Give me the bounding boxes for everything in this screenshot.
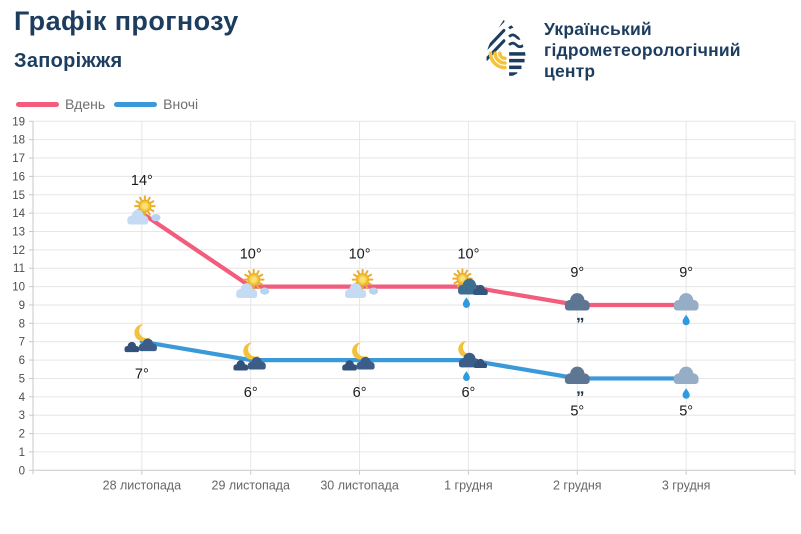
sun-cloud-icon bbox=[236, 268, 270, 298]
cloud-shape bbox=[233, 360, 249, 371]
moon-cloud-icon bbox=[233, 342, 266, 371]
point-value-label: 6° bbox=[461, 385, 475, 401]
page-title: Графік прогнозу bbox=[14, 6, 239, 36]
cloud-drizzle-icon: „ bbox=[564, 366, 590, 397]
cloud-shape bbox=[124, 341, 140, 353]
y-tick-label: 15 bbox=[12, 190, 25, 202]
moon-cloud-icon bbox=[124, 324, 157, 353]
cloud-shape bbox=[344, 283, 367, 298]
y-tick-label: 7 bbox=[19, 337, 25, 349]
point-value-label: 14° bbox=[131, 173, 153, 189]
moon-cloud-rain-icon bbox=[458, 341, 488, 382]
legend-item-day[interactable]: Вдень bbox=[16, 96, 105, 112]
org-name-line: гідрометеорологічний bbox=[544, 40, 741, 60]
raindrop-shape bbox=[682, 314, 690, 326]
cloud-shape bbox=[473, 358, 488, 369]
legend-day-label: Вдень bbox=[65, 96, 106, 112]
point-value-label: 5° bbox=[570, 403, 584, 419]
x-tick-label: 28 листопада bbox=[103, 478, 181, 492]
sun-cloud-icon bbox=[344, 268, 379, 298]
cloud-drizzle-icon: „ bbox=[564, 293, 590, 324]
sun-cloud-rain-icon bbox=[452, 268, 488, 308]
point-value-label: 7° bbox=[135, 367, 149, 383]
cloud-shape bbox=[127, 209, 149, 225]
point-value-label: 9° bbox=[570, 265, 584, 281]
cloud-shape bbox=[673, 366, 699, 384]
sun-cloud-icon bbox=[127, 195, 161, 225]
chart-legend: Вдень Вночі bbox=[16, 96, 198, 112]
x-tick-label: 29 листопада bbox=[212, 478, 290, 492]
point-value-label: 6° bbox=[353, 385, 367, 401]
point-value-label: 10° bbox=[457, 247, 479, 263]
point-value-label: 6° bbox=[244, 385, 258, 401]
org-name: Український гідрометеорологічний центр bbox=[544, 15, 741, 82]
raindrop-shape bbox=[682, 388, 690, 399]
x-tick-label: 3 грудня bbox=[662, 478, 711, 492]
y-tick-label: 10 bbox=[12, 282, 25, 294]
city-subtitle: Запоріжжя bbox=[14, 50, 123, 72]
moon-shape bbox=[352, 342, 368, 360]
raindrop-shape bbox=[463, 371, 470, 382]
cloud-shape bbox=[356, 356, 375, 370]
night-series-swatch bbox=[114, 101, 158, 107]
y-tick-label: 5 bbox=[19, 373, 25, 385]
x-tick-label: 2 грудня bbox=[553, 478, 602, 492]
moon-shape bbox=[458, 341, 474, 358]
y-tick-label: 3 bbox=[19, 410, 25, 422]
y-tick-label: 6 bbox=[19, 355, 25, 367]
cloud-shape bbox=[473, 284, 488, 296]
y-tick-label: 13 bbox=[12, 227, 25, 239]
y-tick-label: 17 bbox=[12, 153, 25, 165]
point-value-label: 10° bbox=[349, 247, 371, 263]
legend-night-label: Вночі bbox=[163, 96, 199, 112]
y-tick-label: 8 bbox=[19, 318, 25, 330]
drizzle-marks: „ bbox=[576, 305, 585, 324]
y-tick-label: 19 bbox=[12, 116, 25, 128]
day-series-swatch bbox=[16, 101, 59, 107]
y-tick-label: 12 bbox=[12, 245, 25, 257]
cloud-shape bbox=[342, 360, 357, 371]
y-tick-label: 0 bbox=[19, 465, 25, 477]
y-tick-label: 11 bbox=[13, 263, 25, 275]
cloud-shape bbox=[673, 293, 699, 311]
cloud-shape bbox=[247, 356, 266, 370]
org-logo: Український гідрометеорологічний центр bbox=[483, 15, 741, 82]
y-tick-label: 18 bbox=[12, 135, 25, 147]
org-name-line: Український bbox=[544, 19, 652, 39]
point-value-label: 10° bbox=[240, 247, 262, 263]
moon-shape bbox=[134, 324, 151, 342]
moon-cloud-icon bbox=[342, 342, 375, 371]
point-value-label: 5° bbox=[679, 403, 693, 419]
y-tick-label: 2 bbox=[19, 429, 25, 441]
y-tick-label: 14 bbox=[12, 208, 25, 220]
day-series-line bbox=[139, 211, 689, 308]
point-value-label: 9° bbox=[679, 265, 693, 281]
legend-item-night[interactable]: Вночі bbox=[114, 96, 198, 112]
water-drop-logo-icon bbox=[486, 17, 526, 76]
y-tick-label: 9 bbox=[19, 300, 25, 312]
night-series-line bbox=[139, 339, 689, 381]
cloud-shape bbox=[564, 366, 590, 384]
x-tick-label: 1 грудня bbox=[444, 478, 493, 492]
y-tick-label: 1 bbox=[19, 447, 25, 459]
raindrop-shape bbox=[462, 297, 470, 308]
moon-shape bbox=[243, 342, 260, 360]
cloud-shape bbox=[564, 293, 590, 311]
org-name-line: центр bbox=[544, 61, 596, 81]
y-tick-label: 4 bbox=[19, 392, 26, 404]
cloud-shape bbox=[138, 338, 157, 352]
y-tick-label: 16 bbox=[12, 171, 25, 183]
sun-shape bbox=[242, 268, 265, 291]
cloud-shape bbox=[236, 283, 258, 298]
cloud-rain-icon bbox=[673, 293, 699, 326]
cloud-rain-icon bbox=[673, 366, 699, 399]
x-tick-label: 30 листопада bbox=[320, 478, 398, 492]
drizzle-marks: „ bbox=[576, 378, 585, 397]
